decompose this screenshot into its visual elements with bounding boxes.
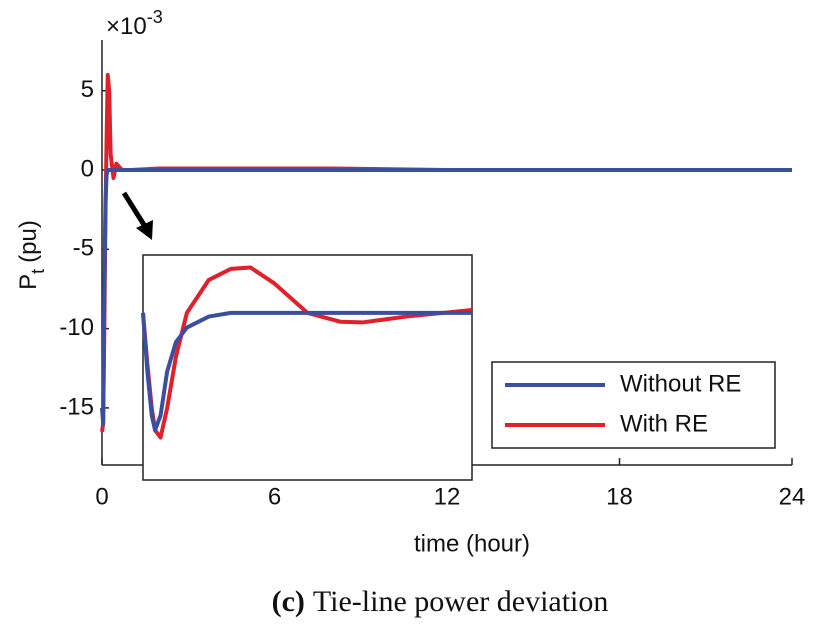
y-label-unit: (pu) <box>15 220 42 263</box>
series-line <box>100 168 792 426</box>
caption-text: Tie-line power deviation <box>313 585 609 618</box>
y-tick-label: -15 <box>59 393 94 420</box>
x-tick-label: 24 <box>779 483 806 510</box>
zoom-arrow <box>121 191 149 230</box>
legend-label: With RE <box>620 410 708 437</box>
y-tick-label: -10 <box>59 314 94 341</box>
x-tick-label: 12 <box>434 483 461 510</box>
y-axis-label: Pt (pu) <box>15 220 47 290</box>
y-tick-label: 0 <box>81 155 94 182</box>
x-tick-label: 0 <box>95 483 108 510</box>
legend <box>491 361 776 449</box>
x-tick-label: 18 <box>606 483 633 510</box>
y-tick-label: 5 <box>81 76 94 103</box>
y-scale: ×10-3 <box>106 7 163 41</box>
inset-line <box>141 310 472 433</box>
caption: (c) Tie-line power deviation <box>272 585 609 618</box>
zoom-arrow-head <box>136 220 153 240</box>
y-scale-exponent: -3 <box>147 7 163 27</box>
y-tick-label: -5 <box>73 235 94 262</box>
inset-box <box>142 254 473 481</box>
y-label-sub: t <box>28 269 48 274</box>
caption-label: (c) <box>272 585 305 618</box>
x-axis-label: time (hour) <box>414 530 530 557</box>
inset: Without RE With RE <box>141 254 776 481</box>
plot-area: -15 -10 -5 0 5 0 6 12 18 24 <box>59 40 805 510</box>
y-label-main: P <box>15 274 42 290</box>
y-scale-base: ×10 <box>106 13 147 40</box>
x-tick-label: 6 <box>268 483 281 510</box>
legend-label: Without RE <box>620 370 741 397</box>
